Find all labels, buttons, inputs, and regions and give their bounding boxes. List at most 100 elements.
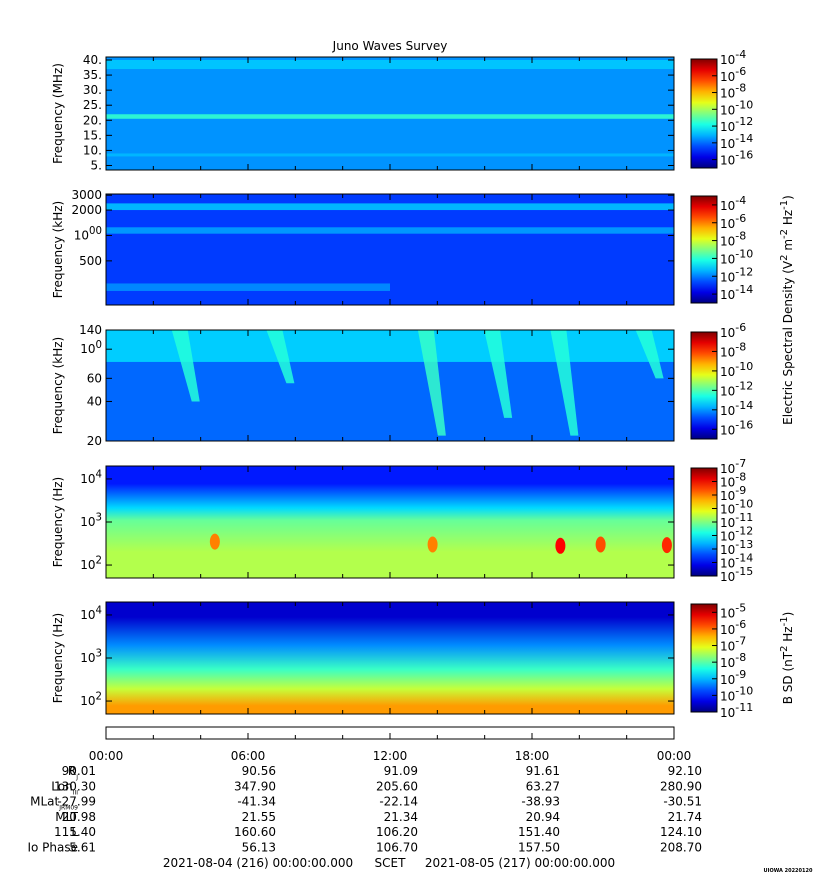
ephemeris-value: 5.61 [69,841,96,855]
colorbar-tick-label: 10-5 [720,601,746,620]
ephemeris-value: 90.56 [242,764,276,778]
colorbar-tick-label: 10-8 [720,340,746,359]
ephemeris-value: 91.61 [526,764,560,778]
scet-label: SCET [375,856,407,870]
time-tick-label: 00:00 [89,749,124,763]
y-tick-label: 20 [87,434,102,448]
ephemeris-label: MLT [55,810,78,824]
colorbar-tick-label: 10-12 [720,379,753,398]
colorbar-tick-label: 10-12 [720,115,753,134]
emission-blob [595,536,606,553]
emission-blob [427,536,438,553]
colorbar-tick-label: 10-10 [720,498,753,517]
ephemeris-value: 151.40 [518,825,560,839]
colorbar-tick-label: 10-14 [720,552,753,571]
colorbar-tick-label: 10-7 [720,457,746,476]
ephemeris-value: 157.50 [518,841,560,855]
colorbar-scale [690,195,718,304]
ephemeris-value: 115.40 [54,825,96,839]
figure-title: Juno Waves Survey [332,39,448,53]
ephemeris-value: 124.10 [660,825,702,839]
y-tick-label: 40 [87,394,102,408]
ephemeris-value: 21.55 [242,810,276,824]
y-tick-label: 40. [83,53,102,67]
spectrogram-magnetic [106,602,674,714]
colorbar-tick-label: 10-10 [720,684,753,703]
time-tick-label: 18:00 [515,749,550,763]
ephemeris-value: -38.93 [521,795,560,809]
time-axis: 00:00 06:00 12:00 18:00 00:00 [89,726,692,763]
colorbar-scale [690,331,718,440]
y-tick-label: 2000 [71,203,102,217]
ephemeris-value: 106.20 [376,825,418,839]
colorbar-tick-label: 10-6 [720,212,746,231]
shared-colorbar-label: Electric Spectral Density (V2 m-2 Hz-1) [779,195,795,425]
ephemeris-value: 20.98 [62,810,96,824]
ephemeris-label: Io Phase [27,841,78,855]
ephemeris-value: 21.74 [668,810,702,824]
y-tick-label: 5. [91,158,102,172]
y-tick-label: 102 [80,692,102,708]
ephemeris-label: MLatJRM09 [30,795,78,812]
y-axis-label: Frequency (Hz) [51,613,65,704]
time-tick-label: 00:00 [657,749,692,763]
colorbar-tick-label: 10-10 [720,247,753,266]
y-tick-label: 140 [79,323,102,337]
colorbar-tick-label: 10-8 [720,651,746,670]
ephemeris-label: L [71,825,78,839]
scet-end-label: 2021-08-05 (217) 00:00:00.000 [425,856,615,870]
emission-band [106,283,390,291]
emission-band [106,227,674,234]
emission-blob [555,537,566,554]
y-tick-label: 60 [87,371,102,385]
colorbar-tick-label: 10-4 [720,48,746,67]
emission-streak [484,330,513,418]
emission-band [106,153,674,157]
y-tick-label: 10. [83,143,102,157]
y-tick-label: 15. [83,128,102,142]
y-tick-label: 102 [80,556,102,572]
colorbar-tick-label: 10-7 [720,635,746,654]
colorbar-tick-label: 10-9 [720,668,746,687]
colorbar-tick-label: 10-15 [720,565,753,584]
emission-streak [635,330,664,379]
y-tick-label: 103 [80,513,102,529]
ephemeris-value: -41.34 [237,795,276,809]
spectrogram-panels: 5.10.15.20.25.30.35.40. Frequency (MHz) 10… [51,48,795,720]
ephemeris-value: 90.01 [62,764,96,778]
colorbar-tick-label: 10-8 [720,82,746,101]
ephemeris-value: 106.70 [376,841,418,855]
spectral-gradient [106,466,674,578]
colorbar-scale [690,58,718,169]
y-tick-label: 20. [83,113,102,127]
colorbar-tick-label: 10-8 [720,230,746,249]
emission-streak [550,330,579,436]
colorbar-tick-label: 10-16 [720,149,753,168]
colorbar-tick-label: 10-8 [720,471,746,490]
y-tick-label: 35. [83,68,102,82]
spectrogram-medium-frequency [106,194,674,305]
colorbar-tick-label: 10-6 [720,65,746,84]
spectrogram-high-frequency [106,57,674,170]
colorbar-tick-label: 10-13 [720,538,753,557]
colorbar-tick-label: 10-14 [720,132,753,151]
uiowa-mark: UIOWA 20220120 [764,868,813,874]
y-axis-label: Frequency (Hz) [51,477,65,568]
emission-blob [209,533,220,550]
y-tick-label: 25. [83,98,102,112]
ephemeris-label: RJ [68,764,78,781]
colorbar-tick-label: 10-6 [720,618,746,637]
colorbar-tick-label: 10-14 [720,399,753,418]
colorbar-tick-label: 10-11 [720,511,753,530]
ephemeris-value: 208.70 [660,841,702,855]
background-level [106,57,674,170]
ephemeris-value: -27.99 [57,795,96,809]
ephemeris-value: 63.27 [526,779,560,793]
